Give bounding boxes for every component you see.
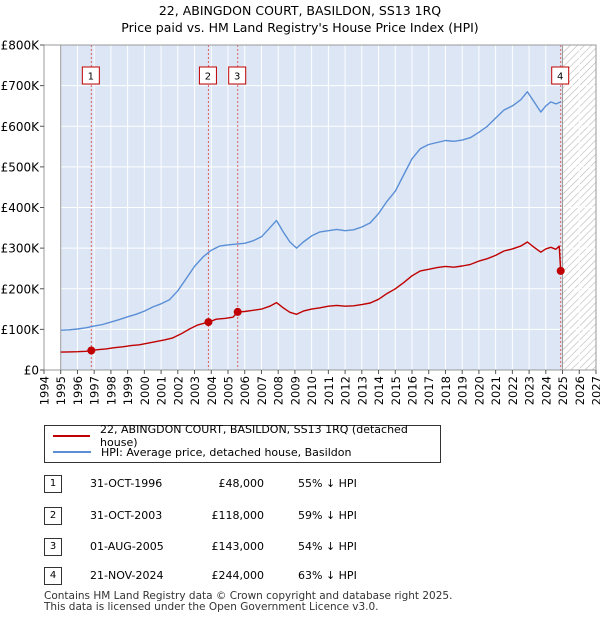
x-tick-label: 2005 [222,376,236,405]
x-tick-label: 2027 [590,376,600,405]
x-tick-label: 2022 [506,376,520,405]
chart-title-address: 22, ABINGDON COURT, BASILDON, SS13 1RQ [158,3,442,18]
transaction-label-box [198,66,217,85]
transaction-hpi-diff: 63% ↓ HPI [298,569,357,582]
transaction-price: £118,000 [211,509,265,522]
chart-legend: 22, ABINGDON COURT, BASILDON, SS13 1RQ (… [44,423,441,463]
transaction-date: 01-AUG-2005 [90,540,164,553]
x-tick-label: 1995 [54,376,68,405]
x-tick-label: 2021 [489,376,503,405]
price-paid-line [60,241,562,353]
table-row: 4 21-NOV-2024 £244,000 63% ↓ HPI [44,567,464,587]
transaction-hpi-diff: 54% ↓ HPI [298,540,357,553]
y-tick-label: £0 [24,364,39,378]
legend-label-hpi: HPI: Average price, detached house, Basi… [101,445,352,459]
x-tick-label: 2026 [573,376,587,405]
legend-label-price-paid: 22, ABINGDON COURT, BASILDON, SS13 1RQ (… [100,423,408,449]
transaction-point [87,346,96,355]
transaction-label-number: 1 [88,72,94,83]
x-tick-label: 1996 [71,376,85,405]
transaction-point [204,318,213,327]
x-tick-label: 2018 [439,376,453,405]
y-tick-label: £800K [1,39,41,53]
transaction-hpi-diff: 59% ↓ HPI [298,509,357,522]
y-tick-label: £700K [1,79,41,93]
x-tick-label: 1999 [121,376,135,405]
price-chart: 1 2 3 4 £0 £100K £200K £300K £400K £500K £600K £70… [1,39,600,406]
x-tick-label: 2023 [523,376,537,405]
x-tick-label: 2000 [138,376,152,405]
y-tick-label: £500K [1,160,41,174]
transaction-price: £244,000 [211,569,265,582]
x-tick-label: 1997 [88,376,102,405]
x-tick-label: 2015 [389,376,403,405]
footer-licence: This data is licensed under the Open Gov… [44,601,379,613]
transaction-date: 31-OCT-1996 [90,477,163,490]
transaction-label-box [228,66,247,85]
transaction-label-number: 4 [557,72,563,83]
x-tick-label: 2016 [406,376,420,405]
transaction-number: 3 [44,538,62,556]
x-tick-label: 2013 [355,376,369,405]
transaction-price: £143,000 [211,540,265,553]
x-tick-label: 1998 [104,376,118,405]
transaction-point [556,266,565,275]
transaction-number: 1 [44,475,62,493]
y-tick-label: £600K [1,120,41,134]
transaction-number: 4 [44,567,62,585]
transaction-date: 21-NOV-2024 [90,569,164,582]
x-tick-label: 2009 [288,376,302,405]
x-tick-label: 2019 [456,376,470,405]
x-tick-label: 2003 [188,376,202,405]
x-tick-label: 2017 [422,376,436,405]
x-tick-label: 2010 [305,376,319,405]
x-tick-label: 2025 [556,376,570,405]
transaction-label-box [81,66,100,85]
transaction-date: 31-OCT-2003 [90,509,163,522]
x-tick-label: 2002 [171,376,185,405]
table-row: 1 31-OCT-1996 £48,000 55% ↓ HPI [44,475,464,495]
x-tick-label: 2012 [339,376,353,405]
x-tick-label: 2014 [372,376,386,405]
chart-title-subtitle: Price paid vs. HM Land Registry's House … [121,20,479,35]
transaction-hpi-diff: 55% ↓ HPI [298,477,357,490]
y-tick-label: £300K [1,242,41,256]
x-tick-label: 2006 [238,376,252,405]
x-tick-label: 1994 [38,376,52,405]
x-tick-label: 2001 [155,376,169,405]
legend-item-hpi: HPI: Average price, detached house, Basi… [53,444,351,460]
x-tick-label: 2011 [322,376,336,405]
legend-swatch-price-paid [53,435,91,437]
footer-copyright: Contains HM Land Registry data © Crown c… [44,590,453,602]
y-tick-label: £200K [1,282,41,296]
x-tick-label: 2020 [472,376,486,405]
hpi-line [60,91,562,331]
y-tick-label: £400K [1,201,41,215]
transaction-point [233,307,242,316]
footer-attribution: Contains HM Land Registry data © Crown c… [44,591,452,613]
x-tick-label: 2024 [539,376,553,405]
y-tick-label: £100K [1,323,41,337]
table-row: 3 01-AUG-2005 £143,000 54% ↓ HPI [44,538,464,558]
x-tick-label: 2007 [255,376,269,405]
x-tick-label: 2008 [272,376,286,405]
transaction-label-number: 2 [205,72,211,83]
legend-swatch-hpi [53,451,91,453]
transaction-price: £48,000 [218,477,265,490]
transaction-number: 2 [44,507,62,525]
transaction-label-number: 3 [234,72,240,83]
x-tick-label: 2004 [205,376,219,405]
table-row: 2 31-OCT-2003 £118,000 59% ↓ HPI [44,507,464,527]
legend-item-price-paid: 22, ABINGDON COURT, BASILDON, SS13 1RQ (… [53,423,440,449]
transaction-label-box [551,66,570,85]
